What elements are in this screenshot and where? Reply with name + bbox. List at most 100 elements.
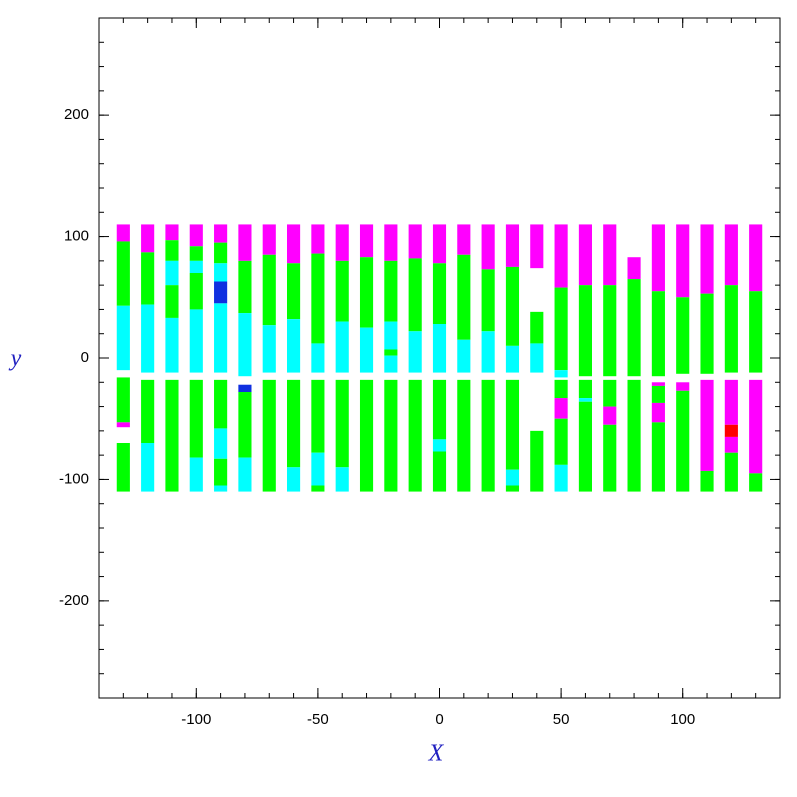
segment bbox=[505, 224, 520, 267]
segment bbox=[627, 379, 641, 492]
segment bbox=[141, 443, 155, 492]
x-tick-label: 50 bbox=[553, 711, 570, 728]
y-tick-label: 200 bbox=[64, 106, 89, 123]
segment bbox=[359, 327, 374, 373]
segment bbox=[724, 285, 738, 373]
segment bbox=[554, 418, 568, 465]
segment bbox=[651, 382, 665, 386]
segment bbox=[651, 385, 665, 403]
segment bbox=[238, 224, 252, 261]
segment bbox=[214, 428, 228, 459]
segment bbox=[554, 464, 568, 492]
y-tick-label: -100 bbox=[59, 470, 89, 487]
segment bbox=[141, 379, 155, 443]
segment bbox=[408, 331, 422, 373]
segment bbox=[141, 224, 155, 253]
segment bbox=[214, 281, 228, 304]
segment bbox=[359, 224, 374, 258]
segment bbox=[554, 224, 568, 288]
segment bbox=[287, 263, 301, 320]
segment bbox=[238, 313, 252, 377]
segment bbox=[214, 303, 228, 373]
segment bbox=[165, 379, 179, 492]
segment bbox=[700, 379, 714, 471]
segment bbox=[554, 287, 568, 371]
segment bbox=[530, 224, 544, 269]
segment bbox=[384, 379, 398, 492]
segment bbox=[457, 224, 471, 255]
segment bbox=[651, 422, 665, 492]
segment bbox=[335, 379, 349, 468]
segment bbox=[578, 285, 592, 377]
segment bbox=[432, 451, 447, 492]
segment bbox=[238, 457, 252, 492]
segment bbox=[311, 343, 325, 373]
segment bbox=[578, 224, 592, 286]
segment bbox=[578, 401, 592, 492]
segment bbox=[165, 240, 179, 261]
segment bbox=[481, 331, 495, 373]
segment bbox=[116, 241, 130, 306]
x-tick-label: -100 bbox=[181, 711, 211, 728]
segment bbox=[505, 485, 520, 492]
segment bbox=[384, 224, 398, 261]
x-axis-label: X bbox=[428, 741, 445, 767]
segment bbox=[287, 319, 301, 373]
segment bbox=[262, 224, 276, 255]
plot-area bbox=[116, 224, 763, 492]
segment bbox=[481, 269, 495, 332]
segment bbox=[165, 224, 179, 241]
segment bbox=[457, 379, 471, 492]
segment bbox=[724, 224, 738, 286]
segment bbox=[165, 317, 179, 373]
segment bbox=[749, 224, 763, 292]
segment bbox=[651, 291, 665, 377]
segment bbox=[530, 311, 544, 344]
segment bbox=[749, 291, 763, 373]
segment bbox=[724, 379, 738, 425]
segment bbox=[554, 379, 568, 399]
segment bbox=[287, 379, 301, 468]
segment bbox=[189, 379, 203, 458]
segment bbox=[214, 485, 228, 492]
segment bbox=[432, 439, 447, 452]
segment bbox=[432, 324, 447, 373]
segment bbox=[724, 436, 738, 453]
segment bbox=[505, 345, 520, 373]
segment bbox=[700, 224, 714, 294]
segment bbox=[116, 305, 130, 371]
segment bbox=[214, 263, 228, 282]
segment bbox=[627, 257, 641, 280]
segment bbox=[311, 485, 325, 492]
segment bbox=[214, 379, 228, 429]
segment bbox=[481, 224, 495, 270]
segment bbox=[262, 379, 276, 492]
segment bbox=[676, 297, 690, 374]
segment bbox=[554, 398, 568, 419]
segment bbox=[141, 304, 155, 373]
segment bbox=[530, 430, 544, 492]
segment bbox=[189, 260, 203, 273]
y-tick-label: -200 bbox=[59, 592, 89, 609]
segment bbox=[384, 321, 398, 350]
segment bbox=[603, 406, 617, 425]
segment bbox=[651, 402, 665, 423]
segment bbox=[238, 384, 252, 392]
segment bbox=[359, 379, 374, 492]
segment bbox=[724, 424, 738, 437]
segment bbox=[189, 457, 203, 492]
segment bbox=[116, 443, 130, 492]
segment bbox=[554, 370, 568, 378]
x-tick-label: 100 bbox=[670, 711, 695, 728]
segment bbox=[359, 257, 374, 328]
segment bbox=[189, 224, 203, 247]
segment bbox=[116, 422, 130, 428]
segment bbox=[384, 260, 398, 322]
x-tick-label: 0 bbox=[435, 711, 443, 728]
segment bbox=[505, 379, 520, 470]
segment bbox=[116, 224, 130, 242]
segment bbox=[287, 467, 301, 492]
segment bbox=[311, 452, 325, 486]
segment bbox=[189, 309, 203, 373]
